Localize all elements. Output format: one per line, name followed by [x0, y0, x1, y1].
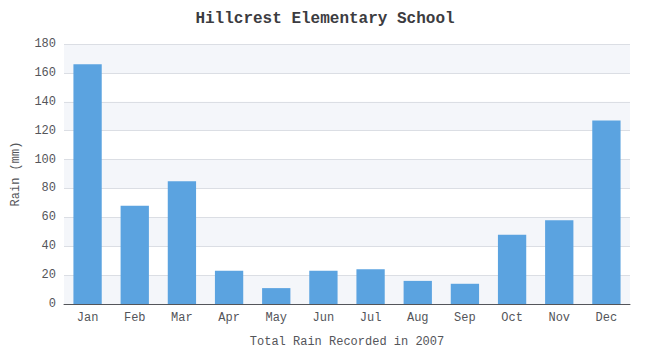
- svg-text:160: 160: [34, 66, 56, 80]
- svg-text:100: 100: [34, 153, 56, 167]
- svg-text:Apr: Apr: [218, 311, 240, 325]
- svg-text:Rain (mm): Rain (mm): [9, 142, 23, 207]
- svg-text:Hillcrest Elementary School: Hillcrest Elementary School: [195, 10, 454, 28]
- svg-text:Dec: Dec: [596, 311, 618, 325]
- svg-text:120: 120: [34, 124, 56, 138]
- svg-text:60: 60: [42, 210, 56, 224]
- svg-text:Jan: Jan: [77, 311, 99, 325]
- svg-text:0: 0: [49, 297, 56, 311]
- svg-text:Feb: Feb: [124, 311, 146, 325]
- svg-text:Mar: Mar: [171, 311, 193, 325]
- svg-text:20: 20: [42, 268, 56, 282]
- svg-text:Sep: Sep: [454, 311, 476, 325]
- svg-text:Jul: Jul: [360, 311, 382, 325]
- svg-text:40: 40: [42, 239, 56, 253]
- svg-text:Oct: Oct: [501, 311, 523, 325]
- svg-text:Aug: Aug: [407, 311, 429, 325]
- svg-text:Total Rain Recorded in 2007: Total Rain Recorded in 2007: [250, 335, 444, 349]
- svg-text:Nov: Nov: [548, 311, 570, 325]
- svg-text:May: May: [265, 311, 287, 325]
- svg-text:80: 80: [42, 181, 56, 195]
- svg-text:180: 180: [34, 37, 56, 51]
- svg-text:140: 140: [34, 95, 56, 109]
- svg-text:Jun: Jun: [313, 311, 335, 325]
